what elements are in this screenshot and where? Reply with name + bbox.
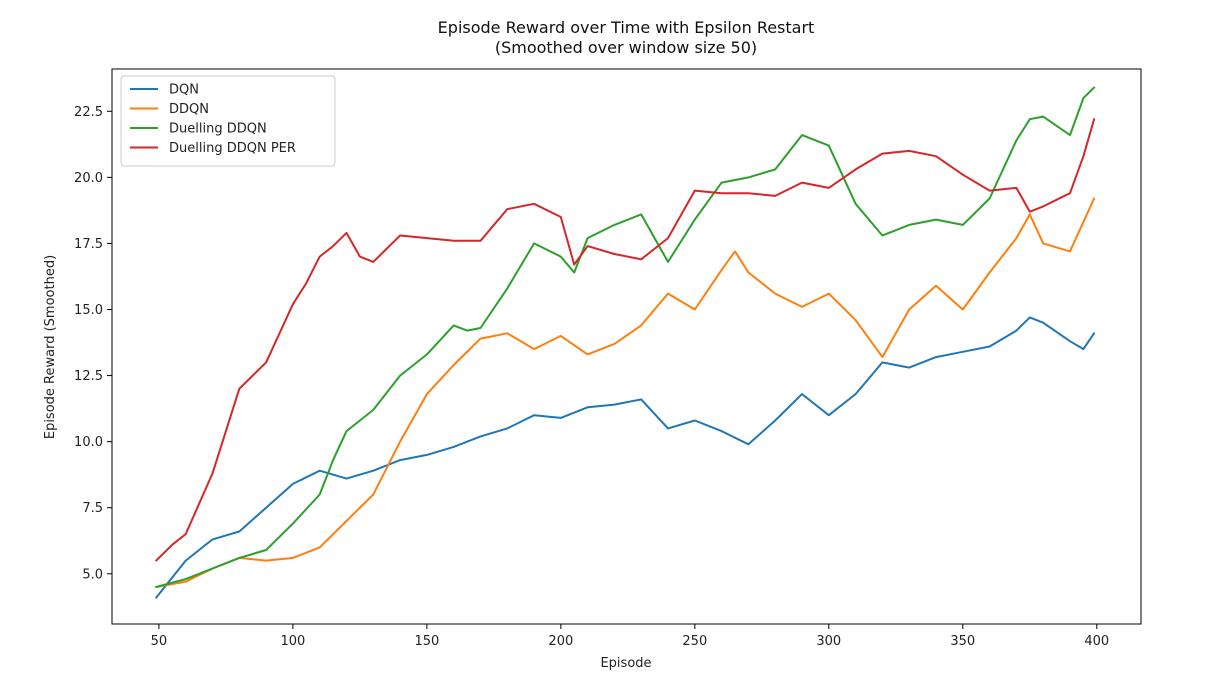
x-tick-label: 150 [414,634,439,649]
legend-label-0: DQN [169,83,199,98]
y-tick-label: 22.5 [74,105,103,120]
y-tick-label: 10.0 [74,435,103,450]
y-axis: 5.0 7.5 10.0 12.5 15.0 17.5 20.0 22.5 [74,105,112,582]
legend-label-1: DDQN [169,102,209,117]
chart-subtitle: (Smoothed over window size 50) [495,38,757,57]
series-line-2 [155,86,1096,588]
chart-title: Episode Reward over Time with Epsilon Re… [438,18,815,37]
y-tick-label: 15.0 [74,303,103,318]
x-tick-label: 350 [950,634,975,649]
x-tick-label: 300 [816,634,841,649]
x-axis: 50 100 150 200 250 300 350 400 [151,624,1109,649]
y-tick-label: 7.5 [82,501,103,516]
y-tick-label: 5.0 [82,567,103,582]
legend-box [120,75,336,167]
x-tick-label: 200 [548,634,573,649]
series-line-0 [155,316,1096,599]
x-axis-title: Episode [600,656,651,671]
series-line-3 [155,118,1096,562]
legend: DQN DDQN Duelling DDQN Duelling DDQN PER [120,75,336,167]
x-tick-label: 100 [280,634,305,649]
plot-frame [111,68,1142,625]
x-tick-label: 400 [1084,634,1109,649]
y-tick-label: 12.5 [74,369,103,384]
x-tick-label: 50 [151,634,168,649]
legend-label-3: Duelling DDQN PER [169,141,296,156]
y-axis-title: Episode Reward (Smoothed) [43,255,58,439]
x-tick-label: 250 [682,634,707,649]
y-tick-label: 20.0 [74,171,103,186]
legend-label-2: Duelling DDQN [169,122,267,137]
series-line-1 [155,197,1096,588]
y-tick-label: 17.5 [74,237,103,252]
series-layer [155,86,1096,599]
